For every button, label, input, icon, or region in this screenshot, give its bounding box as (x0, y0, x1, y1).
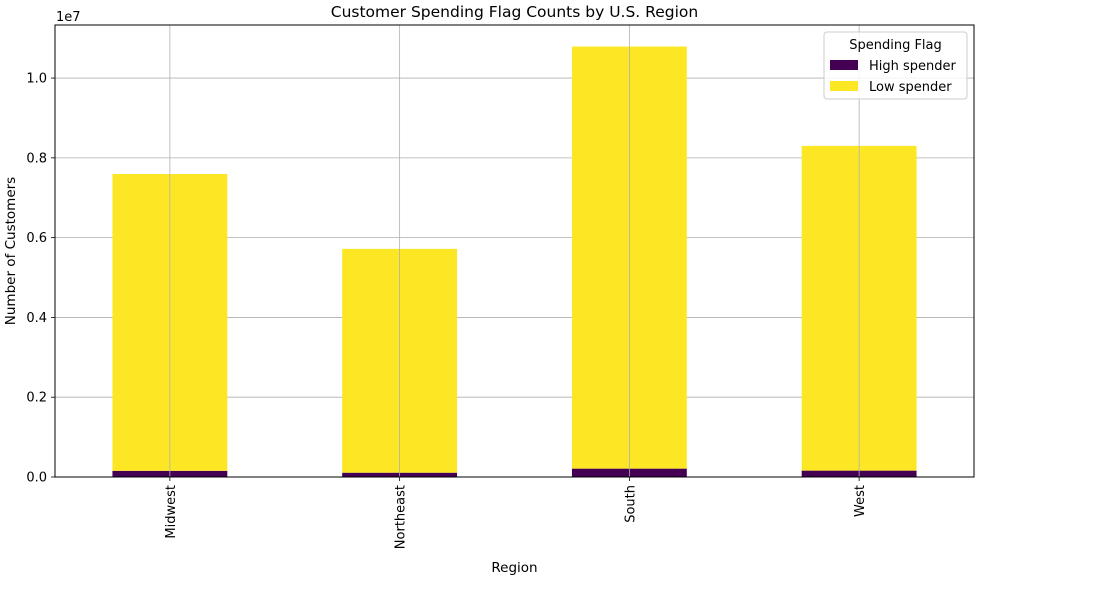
legend-label: Low spender (869, 80, 952, 95)
x-tick-label: Northeast (394, 485, 409, 549)
y-axis-label: Number of Customers (3, 177, 19, 325)
x-tick-label: South (623, 485, 638, 523)
bars (112, 46, 917, 477)
chart-title: Customer Spending Flag Counts by U.S. Re… (331, 3, 698, 21)
x-tick-label: Midwest (164, 485, 179, 539)
x-tick-label: West (853, 485, 868, 517)
y-tick-label: 1.0 (26, 72, 47, 87)
legend-box (823, 31, 968, 100)
x-axis-label: Region (491, 560, 537, 576)
y-tick-label: 0.6 (26, 231, 47, 246)
legend-swatch (830, 60, 858, 70)
legend-swatch (830, 81, 858, 91)
x-gridlines (169, 25, 860, 477)
y-tick-label: 0.4 (26, 311, 47, 326)
legend-title: Spending Flag (849, 38, 942, 53)
axes: 0.0 0.2 0.4 0.6 0.8 1.0 Midwest Northeast South W… (26, 24, 975, 549)
y-offset-label: 1e7 (56, 10, 81, 25)
y-tick-label: 0.2 (26, 391, 47, 406)
y-tick-label: 0.0 (26, 471, 47, 486)
legend: Spending Flag High spender Low spender (823, 31, 968, 100)
plot-frame (54, 24, 975, 478)
legend-label: High spender (869, 59, 957, 74)
y-tick-label: 0.8 (26, 151, 47, 166)
